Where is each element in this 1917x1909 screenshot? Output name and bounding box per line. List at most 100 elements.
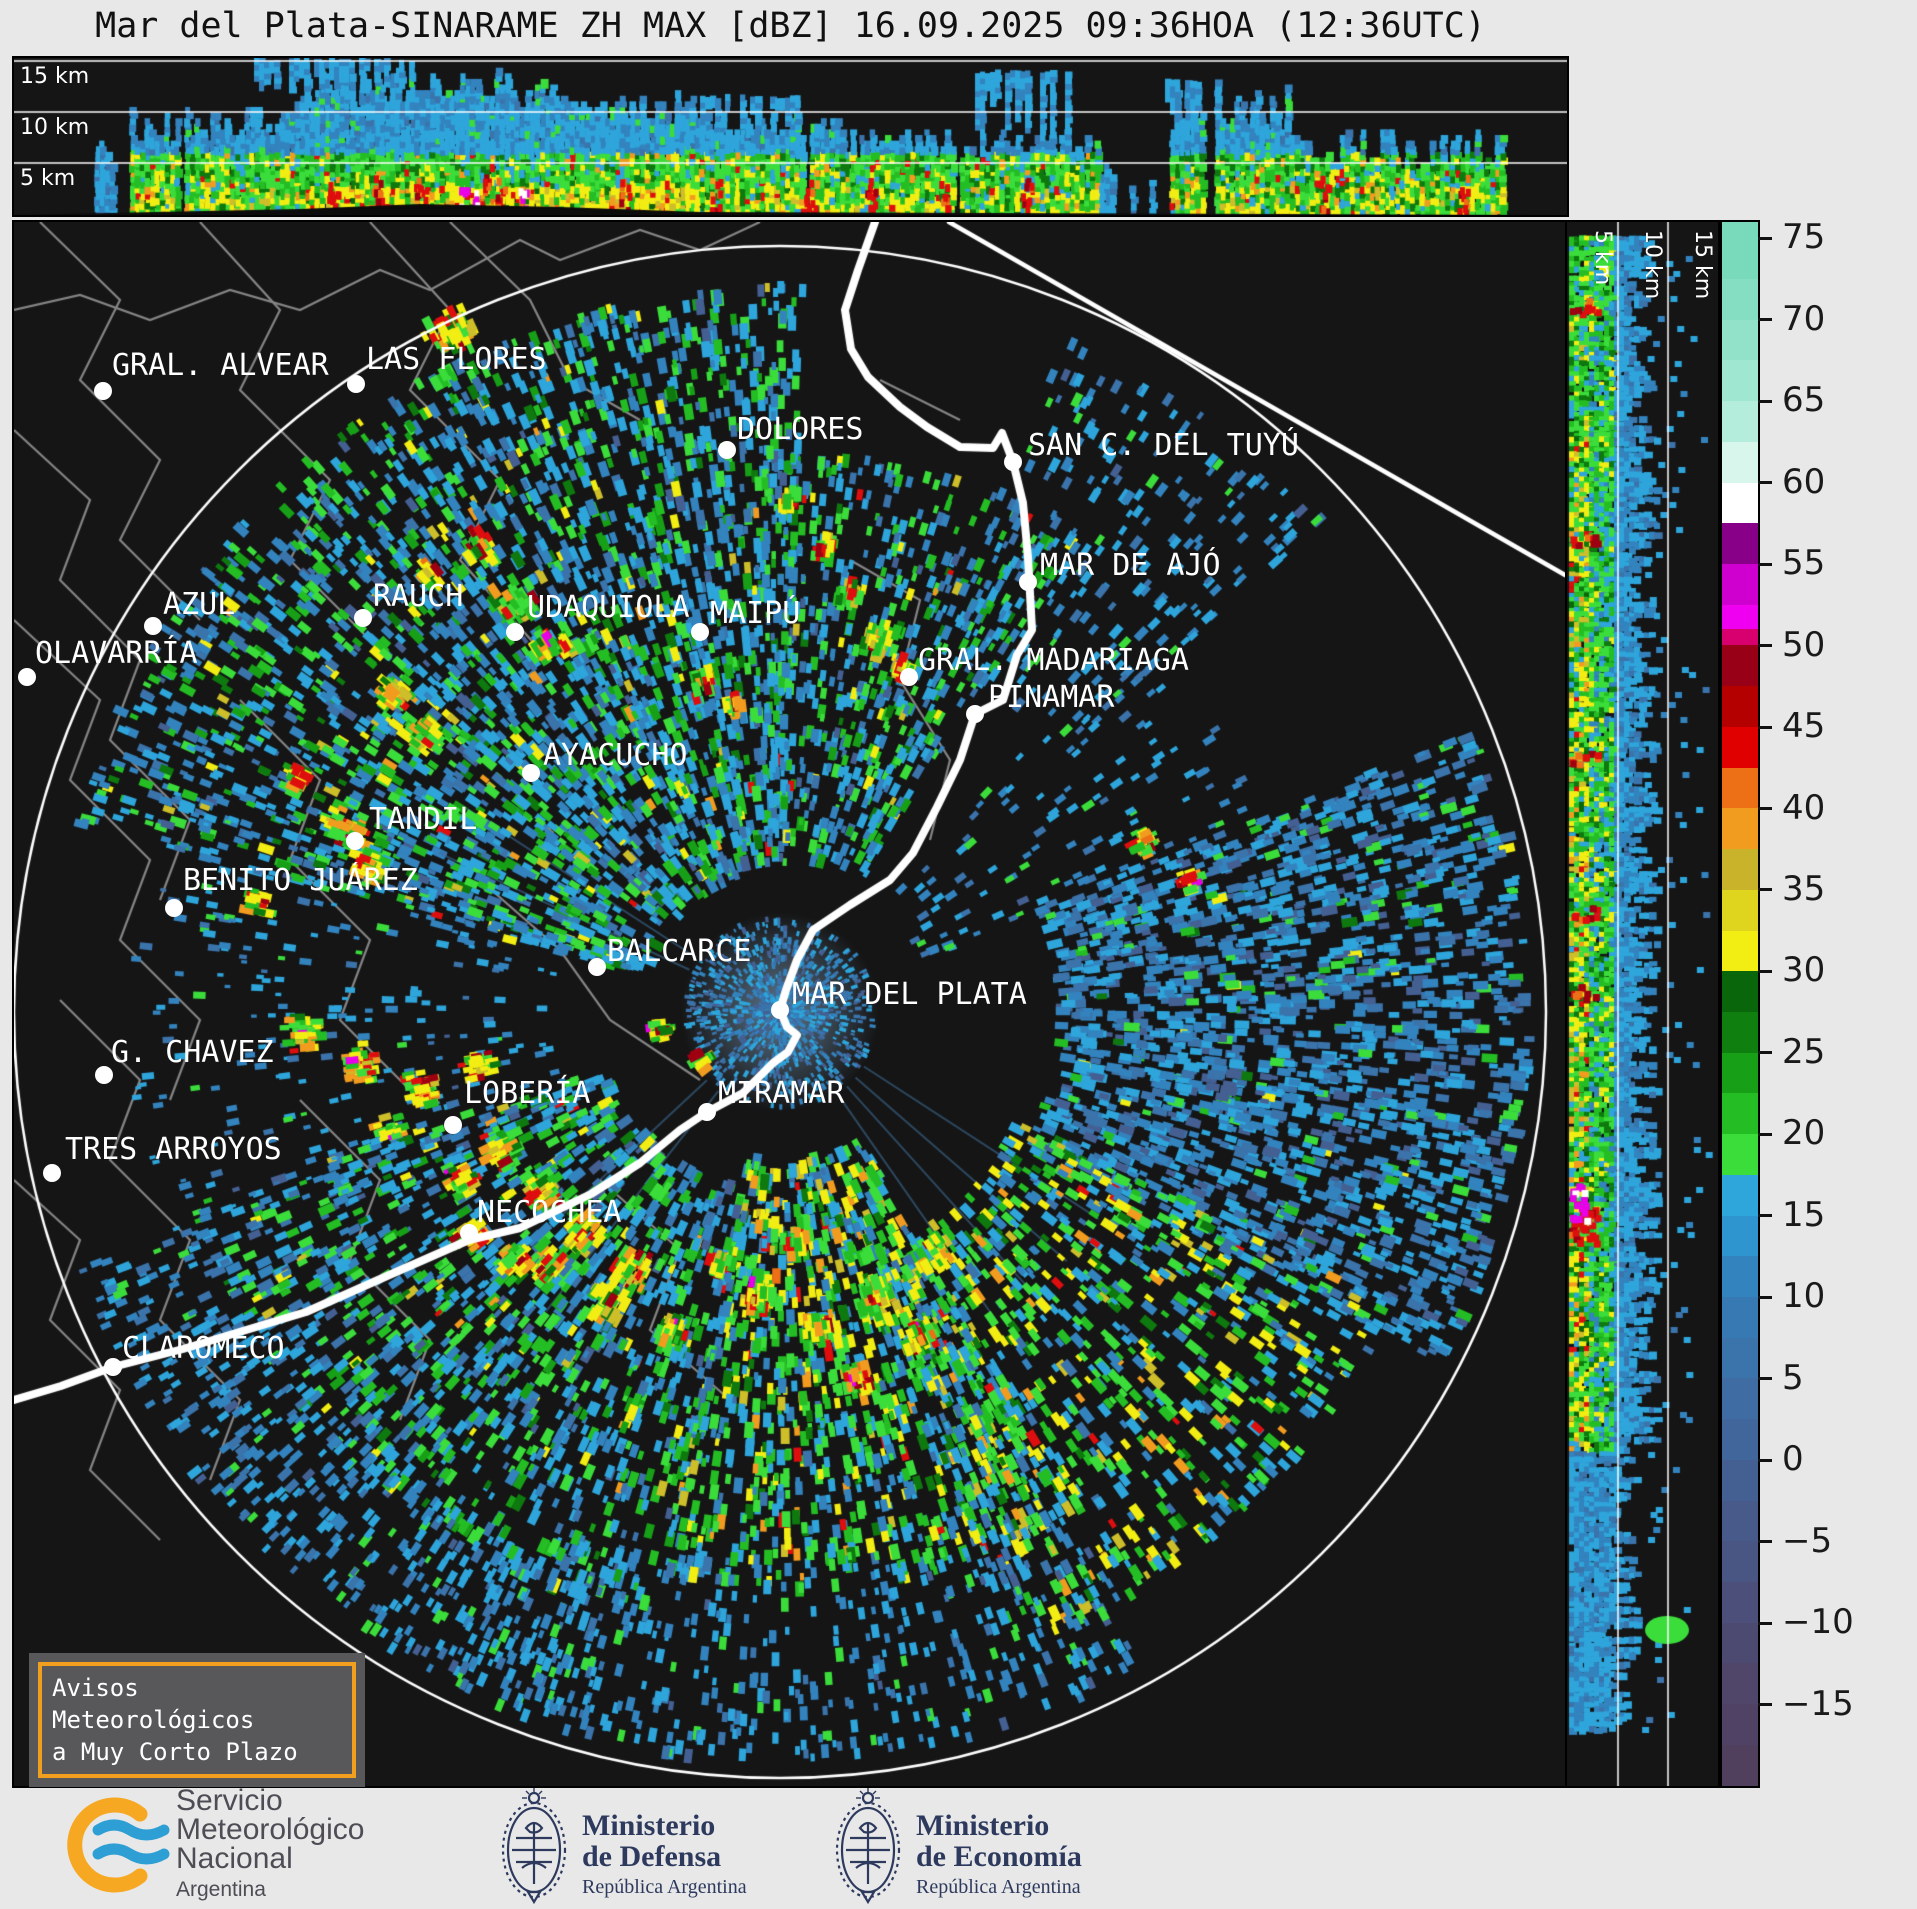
- colorbar-segment: [1722, 222, 1758, 280]
- city-label: GRAL. ALVEAR: [112, 348, 329, 383]
- height-axis-label: 5 km: [20, 166, 76, 191]
- city-dot: [771, 1001, 789, 1019]
- colorbar-segment: [1722, 1256, 1758, 1297]
- city-dot: [346, 832, 364, 850]
- warning-line-1: Avisos Meteorológicos: [52, 1674, 255, 1734]
- height-axis-label: 15 km: [1690, 230, 1715, 300]
- colorbar-tick: [1758, 399, 1772, 403]
- argentina-coat-of-arms-icon: [835, 1788, 901, 1905]
- dbz-colorbar: [1722, 222, 1758, 1786]
- colorbar-tick: [1758, 1377, 1772, 1381]
- colorbar-tick: [1758, 644, 1772, 648]
- city-dot: [691, 623, 709, 641]
- colorbar-tick-label: 50: [1782, 624, 1826, 665]
- colorbar-segment: [1722, 1215, 1758, 1257]
- defensa-line-1: Ministerio: [582, 1809, 716, 1842]
- economia-line-1: Ministerio: [916, 1809, 1050, 1842]
- city-label: MAIPÚ: [710, 596, 801, 631]
- colorbar-tick: [1758, 1458, 1772, 1462]
- colorbar-segment: [1722, 604, 1758, 630]
- colorbar-segment: [1722, 1337, 1758, 1379]
- city-dot: [144, 617, 162, 635]
- warning-line-2: a Muy Corto Plazo: [52, 1738, 298, 1766]
- city-label: RAUCH: [373, 579, 464, 614]
- colorbar-segment: [1722, 971, 1758, 1012]
- city-label: UDAQUIOLA: [527, 590, 690, 625]
- colorbar-tick-label: −10: [1782, 1602, 1854, 1643]
- colorbar-tick: [1758, 725, 1772, 729]
- city-dot: [1019, 573, 1037, 591]
- page-title: Mar del Plata-SINARAME ZH MAX [dBZ] 16.0…: [95, 6, 1486, 46]
- colorbar-tick-label: 30: [1782, 950, 1826, 991]
- colorbar-segment: [1722, 1296, 1758, 1338]
- colorbar-tick-label: 75: [1782, 217, 1826, 258]
- city-label: TRES ARROYOS: [65, 1132, 282, 1167]
- radar-map-canvas: [14, 222, 1567, 1786]
- radar-map-panel: GRAL. ALVEAR LAS FLORES UDAQUIOLA DOLORES SA…: [14, 222, 1567, 1786]
- city-dot: [966, 705, 984, 723]
- colorbar-segment: [1722, 279, 1758, 320]
- colorbar-tick-label: 35: [1782, 868, 1826, 909]
- colorbar-segment: [1722, 645, 1758, 687]
- vertical-cross-section-top: 15 km 10 km 5 km: [14, 58, 1567, 215]
- city-dot: [43, 1164, 61, 1182]
- city-label: LAS FLORES: [366, 342, 547, 377]
- city-dot: [354, 609, 372, 627]
- colorbar-segment: [1722, 1582, 1758, 1623]
- city-label: OLAVARRÍA: [35, 636, 198, 671]
- colorbar-tick: [1758, 1051, 1772, 1055]
- colorbar-segment: [1722, 930, 1758, 972]
- colorbar-segment: [1722, 1744, 1758, 1786]
- city-dot: [165, 899, 183, 917]
- colorbar-segment: [1722, 1622, 1758, 1664]
- city-label: LOBERÍA: [464, 1076, 591, 1111]
- colorbar-tick: [1758, 1703, 1772, 1707]
- colorbar-tick-label: 10: [1782, 1276, 1826, 1317]
- city-dot: [1004, 453, 1022, 471]
- city-label: BENITO JUÁREZ: [183, 863, 418, 898]
- colorbar-segment: [1722, 1011, 1758, 1053]
- city-dot: [718, 441, 736, 459]
- smn-line-2: Meteorológico: [176, 1813, 365, 1846]
- city-label: TANDIL: [369, 802, 478, 837]
- city-dot: [506, 623, 524, 641]
- warning-box[interactable]: Avisos Meteorológicos a Muy Corto Plazo: [38, 1662, 356, 1778]
- right-cross-section-canvas: [1567, 222, 1718, 1786]
- colorbar-tick-label: 15: [1782, 1194, 1826, 1235]
- city-label: CLAROMECO: [122, 1331, 285, 1366]
- economia-subtitle: República Argentina: [916, 1876, 1081, 1898]
- city-label: GRAL. MADARIAGA: [918, 643, 1189, 678]
- top-cross-section-canvas: [14, 58, 1567, 215]
- colorbar-tick: [1758, 1132, 1772, 1136]
- colorbar-segment: [1722, 1134, 1758, 1175]
- colorbar-tick-label: 55: [1782, 543, 1826, 584]
- colorbar-tick-label: 60: [1782, 461, 1826, 502]
- argentina-coat-of-arms-icon: [501, 1788, 567, 1905]
- colorbar-segment: [1722, 889, 1758, 931]
- city-dot: [18, 668, 36, 686]
- colorbar-segment: [1722, 401, 1758, 442]
- defensa-line-2: de Defensa: [582, 1840, 722, 1873]
- colorbar-tick-label: 40: [1782, 787, 1826, 828]
- city-dot: [104, 1358, 122, 1376]
- city-label: AYACUCHO: [543, 738, 688, 773]
- colorbar-tick-label: −5: [1782, 1520, 1833, 1561]
- city-dot: [460, 1224, 478, 1242]
- city-dot: [698, 1103, 716, 1121]
- city-label: NECOCHEA: [477, 1195, 622, 1230]
- colorbar-segment: [1722, 523, 1758, 565]
- colorbar-tick: [1758, 1295, 1772, 1299]
- city-dot: [588, 958, 606, 976]
- colorbar-tick-label: 20: [1782, 1113, 1826, 1154]
- colorbar-tick: [1758, 969, 1772, 973]
- ministerio-defensa-wordmark: Ministerio de Defensa República Argentin…: [582, 1810, 747, 1899]
- city-label: AZUL: [163, 587, 236, 622]
- colorbar-segment: [1722, 726, 1758, 768]
- colorbar-tick-label: −15: [1782, 1683, 1854, 1724]
- colorbar-tick: [1758, 1540, 1772, 1544]
- city-dot: [522, 764, 540, 782]
- colorbar-tick: [1758, 888, 1772, 892]
- colorbar-segment: [1722, 1459, 1758, 1501]
- city-dot: [444, 1116, 462, 1134]
